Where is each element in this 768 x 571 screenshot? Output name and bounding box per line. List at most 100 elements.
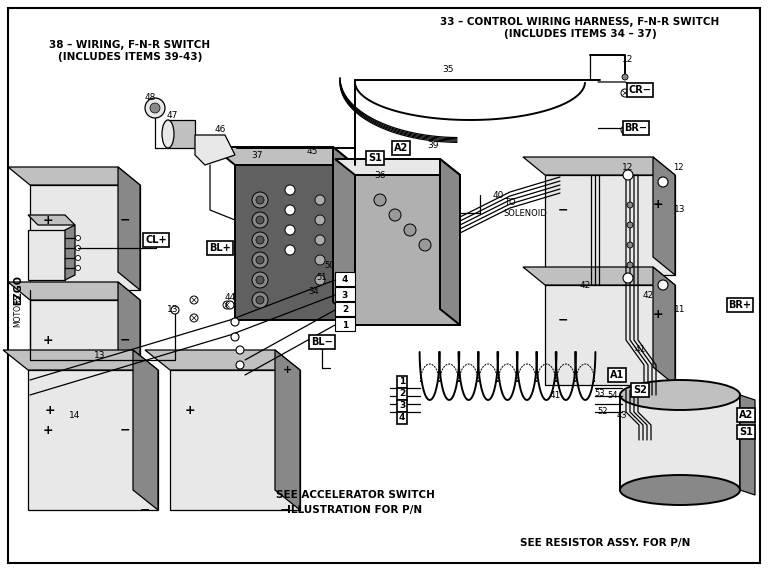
Text: 3: 3 — [342, 291, 348, 300]
Text: −: − — [120, 333, 131, 347]
Circle shape — [658, 177, 668, 187]
Circle shape — [171, 306, 179, 314]
Polygon shape — [235, 165, 355, 320]
Text: +: + — [653, 199, 664, 211]
Bar — [335, 302, 355, 316]
Text: CR−: CR− — [628, 85, 651, 95]
Circle shape — [252, 212, 268, 228]
Circle shape — [75, 266, 81, 271]
Text: 12: 12 — [622, 55, 634, 65]
Text: 4: 4 — [342, 275, 348, 284]
Text: 51: 51 — [316, 274, 327, 283]
Text: 37: 37 — [251, 151, 263, 159]
Text: 52: 52 — [598, 408, 608, 416]
Circle shape — [419, 239, 431, 251]
Circle shape — [190, 314, 198, 322]
Circle shape — [226, 301, 234, 309]
Text: −: − — [140, 504, 151, 517]
Text: 14: 14 — [69, 411, 81, 420]
Circle shape — [190, 296, 198, 304]
Polygon shape — [740, 395, 755, 495]
Circle shape — [252, 192, 268, 208]
Circle shape — [236, 361, 244, 369]
Bar — [335, 287, 355, 301]
Text: BR+: BR+ — [729, 300, 752, 310]
Text: TO
SOLENOID: TO SOLENOID — [504, 198, 548, 218]
Text: SEE RESISTOR ASSY. FOR P/N: SEE RESISTOR ASSY. FOR P/N — [520, 538, 690, 548]
Bar — [335, 317, 355, 331]
Polygon shape — [30, 300, 140, 405]
Polygon shape — [653, 157, 675, 275]
Polygon shape — [335, 159, 460, 175]
Circle shape — [627, 262, 633, 268]
Text: CL+: CL+ — [145, 235, 167, 245]
Circle shape — [315, 195, 325, 205]
Text: (INCLUDES ITEMS 34 – 37): (INCLUDES ITEMS 34 – 37) — [504, 29, 657, 39]
Circle shape — [75, 255, 81, 260]
Polygon shape — [545, 285, 675, 385]
Polygon shape — [8, 167, 140, 185]
Ellipse shape — [620, 380, 740, 410]
Text: −: − — [558, 313, 568, 327]
Polygon shape — [545, 175, 675, 275]
Text: +: + — [43, 214, 53, 227]
Text: 13: 13 — [674, 206, 686, 215]
Text: 46: 46 — [214, 126, 226, 135]
Polygon shape — [213, 147, 355, 165]
Text: (INCLUDES ITEMS 39-43): (INCLUDES ITEMS 39-43) — [58, 52, 202, 62]
Circle shape — [75, 235, 81, 240]
Circle shape — [623, 273, 633, 283]
Polygon shape — [195, 135, 235, 165]
Text: 53: 53 — [594, 388, 605, 397]
Circle shape — [627, 202, 633, 208]
Text: 40: 40 — [492, 191, 504, 199]
Circle shape — [285, 205, 295, 215]
Text: 13: 13 — [167, 305, 179, 315]
Text: 11: 11 — [674, 305, 686, 315]
Text: A2: A2 — [739, 410, 753, 420]
Text: 39: 39 — [427, 140, 439, 150]
Polygon shape — [653, 267, 675, 385]
Circle shape — [318, 341, 326, 349]
Text: SEE ACCELERATOR SWITCH: SEE ACCELERATOR SWITCH — [276, 490, 435, 500]
Polygon shape — [133, 350, 158, 510]
Text: 42: 42 — [579, 280, 591, 289]
Text: EZGO: EZGO — [13, 275, 23, 305]
Text: 41: 41 — [549, 391, 561, 400]
Polygon shape — [8, 282, 140, 300]
Text: 34: 34 — [309, 287, 319, 296]
Circle shape — [627, 222, 633, 228]
Text: 43: 43 — [617, 411, 627, 420]
Polygon shape — [28, 215, 75, 225]
Text: ILLUSTRATION FOR P/N: ILLUSTRATION FOR P/N — [287, 505, 422, 515]
Polygon shape — [118, 167, 140, 290]
Text: 1: 1 — [342, 320, 348, 329]
Text: BR−: BR− — [624, 123, 647, 133]
Polygon shape — [30, 185, 140, 290]
Text: 41: 41 — [634, 345, 646, 355]
Polygon shape — [28, 370, 158, 510]
Polygon shape — [3, 350, 158, 370]
Text: 12: 12 — [622, 163, 634, 172]
Polygon shape — [65, 225, 75, 280]
Circle shape — [658, 280, 668, 290]
Polygon shape — [275, 350, 300, 510]
Polygon shape — [440, 159, 460, 325]
Text: −: − — [558, 203, 568, 216]
Circle shape — [145, 98, 165, 118]
Circle shape — [315, 235, 325, 245]
Circle shape — [256, 256, 264, 264]
Text: 47: 47 — [167, 111, 177, 119]
Polygon shape — [28, 230, 65, 280]
Text: +: + — [283, 365, 292, 375]
Text: −: − — [120, 424, 131, 436]
Circle shape — [252, 232, 268, 248]
Circle shape — [231, 318, 239, 326]
Circle shape — [285, 225, 295, 235]
Circle shape — [315, 215, 325, 225]
Text: 36: 36 — [374, 171, 386, 179]
Text: S1: S1 — [368, 153, 382, 163]
Circle shape — [256, 196, 264, 204]
Text: 35: 35 — [442, 66, 454, 74]
Circle shape — [374, 194, 386, 206]
